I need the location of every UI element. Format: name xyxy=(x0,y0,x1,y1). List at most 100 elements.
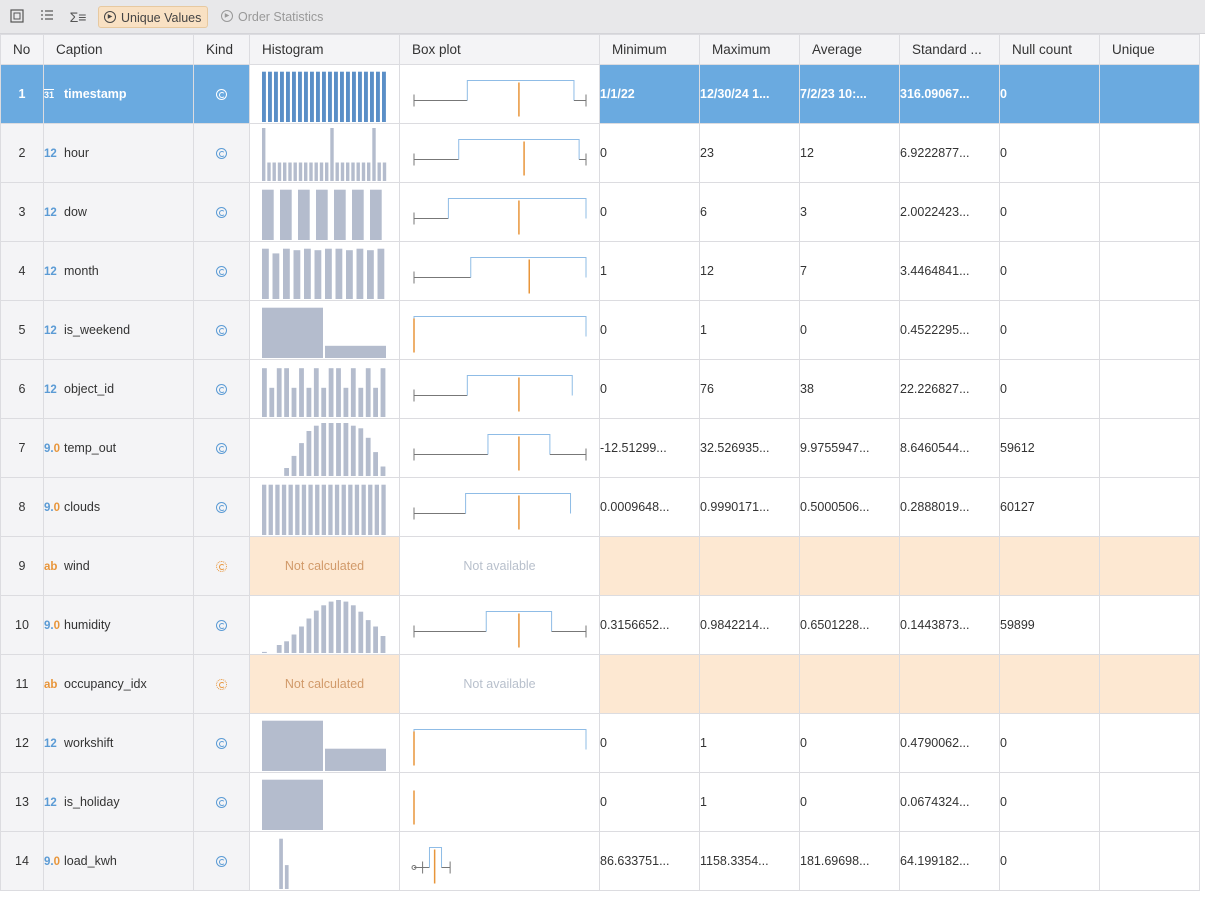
column-header-box-plot[interactable]: Box plot xyxy=(399,34,600,65)
column-header-standard-deviation[interactable]: Standard ... xyxy=(899,34,1000,65)
box-plot-box xyxy=(466,374,573,395)
play-icon: ▶ xyxy=(104,11,116,23)
caption-cell[interactable]: 9.0 temp_out xyxy=(43,418,194,478)
caption-cell[interactable]: ab occupancy_idx xyxy=(43,654,194,714)
minimum-cell: 0 xyxy=(599,300,700,360)
maximum-cell: 1 xyxy=(699,300,800,360)
average-cell: 0 xyxy=(799,713,900,773)
histogram-bar xyxy=(358,427,364,476)
kind-cell xyxy=(193,595,250,655)
histogram-bar xyxy=(293,249,301,299)
table-row[interactable]: 14 9.0 load_kwh 86.633751... 1158.3354... 181… xyxy=(0,831,1200,891)
caption-cell[interactable]: 9.0 humidity xyxy=(43,595,194,655)
kind-cell xyxy=(193,300,250,360)
histogram-chart xyxy=(262,189,382,240)
caption-cell[interactable]: 9.0 clouds xyxy=(43,477,194,537)
histogram-bar xyxy=(262,720,323,771)
column-header-kind[interactable]: Kind xyxy=(193,34,250,65)
caption-cell[interactable]: 12 workshift xyxy=(43,713,194,773)
column-header-caption[interactable]: Caption xyxy=(43,34,194,65)
histogram-bar xyxy=(335,248,343,299)
histogram-chart xyxy=(262,484,386,535)
caption-cell[interactable]: 12 month xyxy=(43,241,194,301)
order-statistics-button[interactable]: ▶ Order Statistics xyxy=(216,6,329,28)
histogram-cell xyxy=(249,831,400,891)
histogram-bar xyxy=(382,71,386,122)
column-header-unique[interactable]: Unique xyxy=(1099,34,1200,65)
box-plot-chart xyxy=(413,256,587,293)
column-header-minimum[interactable]: Minimum xyxy=(599,34,700,65)
histogram-bar xyxy=(321,387,327,417)
histogram-bar xyxy=(284,467,289,476)
table-row[interactable]: 10 9.0 humidity 0.3156652... 0.9842214... 0.6… xyxy=(0,595,1200,655)
histogram-bar xyxy=(322,71,326,122)
box-plot-cell xyxy=(399,772,600,832)
caption-cell[interactable]: 12 is_holiday xyxy=(43,772,194,832)
histogram-bar xyxy=(304,71,308,122)
histogram-bar xyxy=(365,619,371,653)
list-view-icon[interactable] xyxy=(40,9,56,25)
minimum-cell: 0 xyxy=(599,772,700,832)
maximum-cell: 12/30/24 1... xyxy=(699,64,800,124)
table-row[interactable]: 4 12 month 1 12 7 3.4464841... 0 xyxy=(0,241,1200,301)
box-plot-cell xyxy=(399,300,600,360)
play-icon: ▶ xyxy=(221,10,233,22)
histogram-bar xyxy=(291,387,297,417)
unique-values-button[interactable]: ▶ Unique Values xyxy=(98,6,209,28)
row-number: 9 xyxy=(0,536,44,596)
column-header-null-count[interactable]: Null count xyxy=(999,34,1100,65)
table-row[interactable]: 9 ab wind Not calculated Not available xyxy=(0,536,1200,596)
histogram-bar xyxy=(358,611,364,653)
table-row[interactable]: 11 ab occupancy_idx Not calculated Not avail… xyxy=(0,654,1200,714)
caption-cell[interactable]: 12 is_weekend xyxy=(43,300,194,360)
table-row[interactable]: 5 12 is_weekend 0 1 0 0.4522295... 0 xyxy=(0,300,1200,360)
null-count-cell: 0 xyxy=(999,359,1100,419)
table-row[interactable]: 7 9.0 temp_out -12.51299... 32.526935... 9.97… xyxy=(0,418,1200,478)
row-number: 6 xyxy=(0,359,44,419)
caption-cell[interactable]: ab wind xyxy=(43,536,194,596)
standard-deviation-cell: 2.0022423... xyxy=(899,182,1000,242)
column-caption: occupancy_idx xyxy=(64,677,147,691)
maximum-cell: 12 xyxy=(699,241,800,301)
histogram-bar xyxy=(313,610,319,653)
standard-deviation-cell: 0.2888019... xyxy=(899,477,1000,537)
average-cell: 7/2/23 10:... xyxy=(799,64,900,124)
kind-cell xyxy=(193,64,250,124)
histogram-chart xyxy=(262,367,386,417)
table-row[interactable]: 8 9.0 clouds 0.0009648... 0.9990171... 0.5000… xyxy=(0,477,1200,537)
kind-cell xyxy=(193,654,250,714)
histogram-cell xyxy=(249,772,400,832)
table-row[interactable]: 6 12 object_id 0 76 38 22.226827... 0 xyxy=(0,359,1200,419)
histogram-bar xyxy=(354,484,360,535)
caption-cell[interactable]: 9.0 load_kwh xyxy=(43,831,194,891)
kind-cell xyxy=(193,536,250,596)
box-plot-chart xyxy=(413,728,587,765)
histogram-bar xyxy=(328,422,334,476)
histogram-bar xyxy=(372,127,376,181)
table-row[interactable]: 13 12 is_holiday 0 1 0 0.0674324... 0 xyxy=(0,772,1200,832)
column-header-no[interactable]: No xyxy=(0,34,44,65)
histogram-bar xyxy=(284,640,289,653)
histogram-bar xyxy=(262,248,269,299)
histogram-cell xyxy=(249,477,400,537)
histogram-bar xyxy=(328,601,334,653)
column-header-average[interactable]: Average xyxy=(799,34,900,65)
caption-cell[interactable]: 12 object_id xyxy=(43,359,194,419)
null-count-cell: 0 xyxy=(999,713,1100,773)
table-row[interactable]: 1 31 timestamp 1/1/22 12/30/24 1... 7/2/23 10… xyxy=(0,64,1200,124)
select-columns-icon[interactable] xyxy=(10,9,26,25)
caption-cell[interactable]: 12 dow xyxy=(43,182,194,242)
table-row[interactable]: 3 12 dow 0 6 3 2.0022423... 0 xyxy=(0,182,1200,242)
box-plot-box xyxy=(413,728,587,749)
minimum-cell: 0 xyxy=(599,123,700,183)
box-plot-not-available: Not available xyxy=(399,536,600,596)
table-row[interactable]: 12 12 workshift 0 1 0 0.4790062... 0 xyxy=(0,713,1200,773)
column-header-histogram[interactable]: Histogram xyxy=(249,34,400,65)
caption-cell[interactable]: 31 timestamp xyxy=(43,64,194,124)
caption-cell[interactable]: 12 hour xyxy=(43,123,194,183)
histogram-bar xyxy=(316,71,320,122)
column-header-maximum[interactable]: Maximum xyxy=(699,34,800,65)
histogram-bar xyxy=(299,626,304,653)
table-row[interactable]: 2 12 hour 0 23 12 6.9222877... 0 xyxy=(0,123,1200,183)
statistics-sum-icon[interactable]: Σ≡ xyxy=(69,9,87,25)
